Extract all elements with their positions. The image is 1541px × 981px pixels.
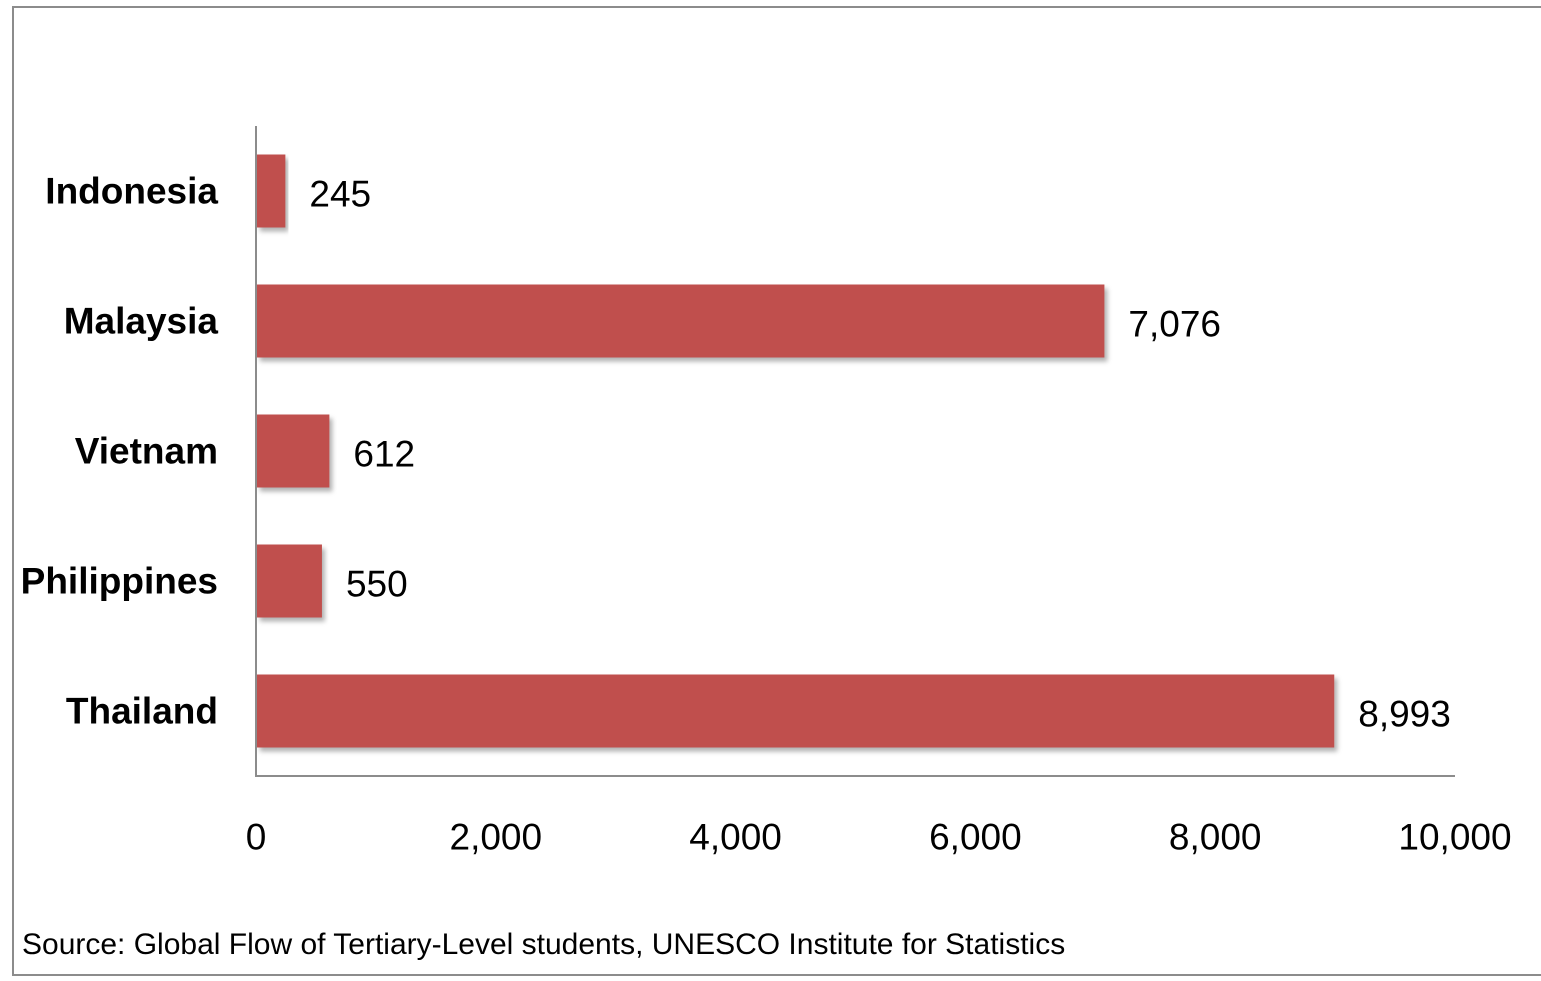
category-label-malaysia: Malaysia	[64, 301, 219, 342]
x-tick-label: 8,000	[1169, 817, 1262, 858]
bar-vietnam	[257, 414, 330, 488]
value-label-indonesia: 245	[309, 174, 371, 215]
bars-group	[257, 154, 1335, 748]
x-tick-label: 2,000	[450, 817, 543, 858]
labels-group: Indonesia 245 Malaysia 7,076 Vietnam 612 Phili…	[21, 171, 1512, 858]
bar-philippines	[257, 544, 322, 618]
x-tick-label: 6,000	[929, 817, 1022, 858]
value-label-thailand: 8,993	[1358, 694, 1451, 735]
value-label-philippines: 550	[346, 564, 408, 605]
bar-thailand	[257, 674, 1335, 748]
category-label-thailand: Thailand	[66, 691, 218, 732]
bar-indonesia	[257, 154, 286, 228]
value-label-malaysia: 7,076	[1128, 304, 1221, 345]
source-note: Source: Global Flow of Tertiary-Level st…	[22, 928, 1066, 961]
x-tick-label: 0	[246, 817, 267, 858]
category-label-indonesia: Indonesia	[45, 171, 218, 212]
x-tick-label: 4,000	[689, 817, 782, 858]
category-label-philippines: Philippines	[21, 561, 218, 602]
category-label-vietnam: Vietnam	[75, 431, 218, 472]
bar-malaysia	[257, 284, 1105, 358]
value-label-vietnam: 612	[353, 434, 415, 475]
x-tick-label: 10,000	[1398, 817, 1511, 858]
